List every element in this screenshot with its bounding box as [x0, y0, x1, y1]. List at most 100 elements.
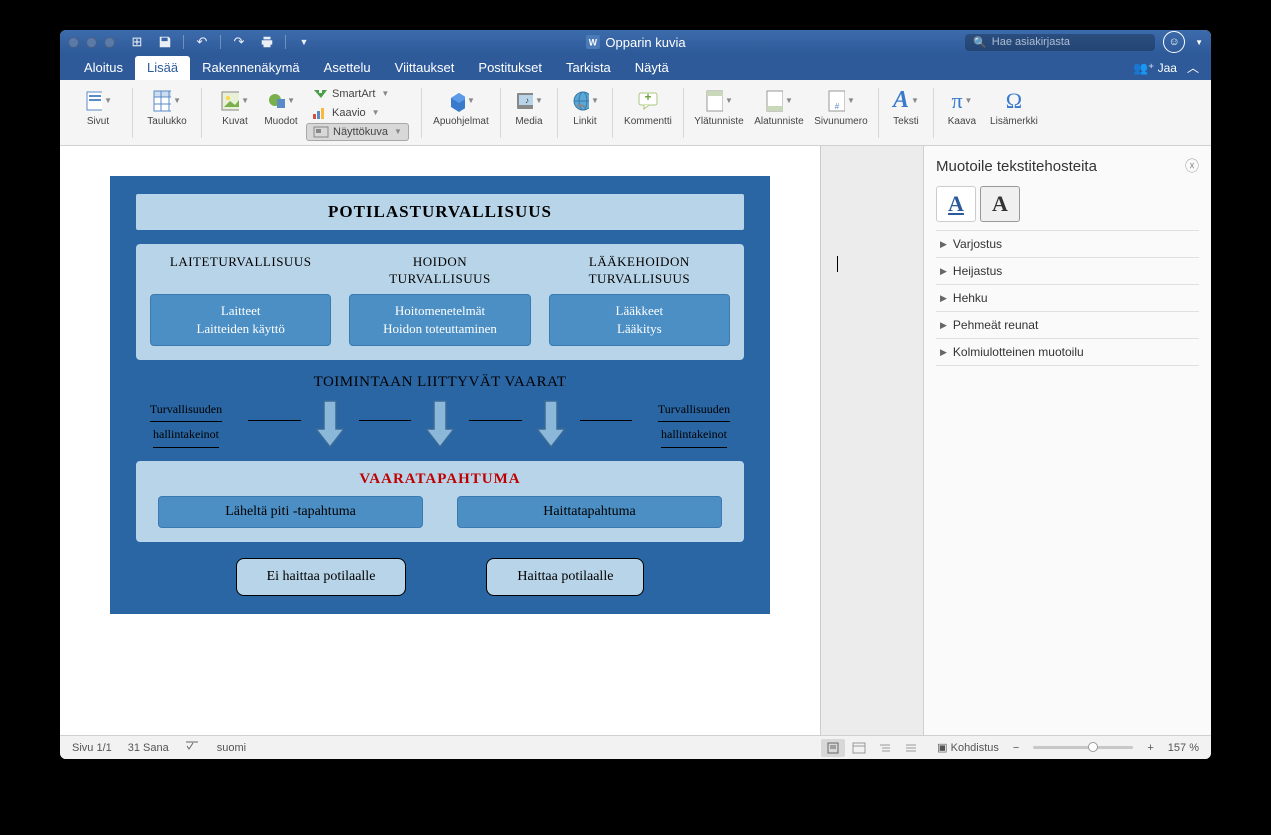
zoom-slider[interactable]: [1033, 746, 1133, 749]
footer-button[interactable]: ▼Alatunniste: [750, 85, 808, 141]
arrow-icon: [313, 397, 347, 451]
diagram-col-2: HOIDONTURVALLISUUS HoitomenetelmätHoidon…: [349, 254, 530, 346]
titlebar: ⊞ ↶ ↷ ▼ W Opparin kuvia 🔍 Hae asiakirjas…: [60, 30, 1211, 54]
text-fill-tab[interactable]: A: [936, 186, 976, 222]
links-button[interactable]: ▼Linkit: [564, 85, 606, 141]
title-text: Opparin kuvia: [605, 35, 685, 50]
svg-text:#: #: [835, 102, 840, 111]
print-layout-view-icon[interactable]: [821, 739, 845, 757]
pane-item-shadow[interactable]: ▶Varjostus: [936, 230, 1199, 257]
comment-button[interactable]: +Kommentti: [619, 85, 677, 141]
diagram-col-3: LÄÄKEHOIDONTURVALLISUUS LääkkeetLääkitys: [549, 254, 730, 346]
pictures-button[interactable]: ▼Kuvat: [214, 85, 256, 141]
collapse-ribbon-icon[interactable]: ︿: [1187, 59, 1199, 76]
screenshot-button[interactable]: Näyttökuva▼: [306, 123, 409, 141]
text-effects-tab[interactable]: AA: [980, 186, 1020, 222]
tab-nayta[interactable]: Näytä: [623, 56, 681, 80]
save-icon[interactable]: [153, 32, 177, 52]
tab-postitukset[interactable]: Postitukset: [466, 56, 554, 80]
bottom-box-2: Haittaa potilaalle: [486, 558, 644, 596]
print-icon[interactable]: [255, 32, 279, 52]
diagram-title: POTILASTURVALLISUUS: [136, 194, 744, 230]
search-icon: 🔍: [973, 36, 987, 49]
zoom-in-icon[interactable]: +: [1147, 742, 1153, 754]
search-placeholder: Hae asiakirjasta: [992, 36, 1070, 48]
side-label-right: Turvallisuudenhallintakeinot: [644, 399, 744, 450]
table-button[interactable]: ▼Taulukko: [139, 85, 195, 141]
media-button[interactable]: ♪▼Media: [507, 85, 551, 141]
arrow-icon: [423, 397, 457, 451]
focus-button[interactable]: ▣ Kohdistus: [937, 741, 999, 754]
shapes-button[interactable]: ▼Muodot: [258, 85, 304, 141]
risk-title: VAARATAPAHTUMA: [158, 471, 722, 488]
pane-item-glow[interactable]: ▶Hehku: [936, 284, 1199, 311]
bottom-box-1: Ei haittaa potilaalle: [236, 558, 407, 596]
language-indicator[interactable]: suomi: [217, 742, 246, 754]
undo-icon[interactable]: ↶: [190, 32, 214, 52]
ribbon: ▼Sivut ▼Taulukko ▼Kuvat ▼Muodot SmartArt…: [60, 80, 1211, 146]
diagram-risk-row: VAARATAPAHTUMA Läheltä piti -tapahtuma H…: [136, 461, 744, 542]
view-buttons: [821, 739, 923, 757]
diagram-bottom-row: Ei haittaa potilaalle Haittaa potilaalle: [136, 558, 744, 596]
close-icon[interactable]: ⓧ: [1185, 156, 1199, 176]
feedback-dropdown-icon[interactable]: ▼: [1195, 38, 1203, 47]
app-window: ⊞ ↶ ↷ ▼ W Opparin kuvia 🔍 Hae asiakirjas…: [60, 30, 1211, 759]
risk-box-1: Läheltä piti -tapahtuma: [158, 496, 423, 528]
format-pane: Muotoile tekstitehosteita ⓧ A AA ▶Varjos…: [923, 146, 1211, 735]
tab-rakennenakyma[interactable]: Rakennenäkymä: [190, 56, 312, 80]
ribbon-tabs: Aloitus Lisää Rakennenäkymä Asettelu Vii…: [60, 54, 1211, 80]
diagram-mid-title: TOIMINTAAN LIITTYVÄT VAARAT: [136, 374, 744, 391]
tab-aloitus[interactable]: Aloitus: [72, 56, 135, 80]
pagenumber-button[interactable]: #▼Sivunumero: [810, 85, 872, 141]
word-count[interactable]: 31 Sana: [128, 742, 169, 754]
outline-view-icon[interactable]: [873, 739, 897, 757]
page-indicator[interactable]: Sivu 1/1: [72, 742, 112, 754]
zoom-level[interactable]: 157 %: [1168, 742, 1199, 754]
word-doc-icon: W: [585, 35, 599, 49]
svg-text:W: W: [588, 38, 597, 48]
web-layout-view-icon[interactable]: [847, 739, 871, 757]
tab-tarkista[interactable]: Tarkista: [554, 56, 623, 80]
smartart-button[interactable]: SmartArt▼: [306, 85, 409, 103]
risk-box-2: Haittatapahtuma: [457, 496, 722, 528]
customize-qat-icon[interactable]: ▼: [292, 32, 316, 52]
svg-text:+: +: [644, 91, 651, 104]
tab-asettelu[interactable]: Asettelu: [312, 56, 383, 80]
side-label-left: Turvallisuudenhallintakeinot: [136, 399, 236, 450]
pages-button[interactable]: ▼Sivut: [70, 85, 126, 141]
tab-lisaa[interactable]: Lisää: [135, 56, 190, 80]
header-button[interactable]: ▼Ylätunniste: [690, 85, 748, 141]
content-area: POTILASTURVALLISUUS LAITETURVALLISUUS La…: [60, 146, 1211, 735]
quick-access-toolbar: ⊞ ↶ ↷ ▼: [125, 32, 316, 52]
chart-button[interactable]: Kaavio▼: [306, 104, 409, 122]
share-button[interactable]: 👥⁺ Jaa: [1133, 61, 1177, 75]
layout-icon[interactable]: ⊞: [125, 32, 149, 52]
window-controls[interactable]: [68, 37, 115, 48]
search-input[interactable]: 🔍 Hae asiakirjasta: [965, 34, 1155, 51]
tab-viittaukset[interactable]: Viittaukset: [383, 56, 467, 80]
addins-button[interactable]: ▼Apuohjelmat: [428, 85, 494, 141]
pane-item-3d[interactable]: ▶Kolmiulotteinen muotoilu: [936, 338, 1199, 366]
pane-item-softedges[interactable]: ▶Pehmeät reunat: [936, 311, 1199, 338]
document-title: W Opparin kuvia: [585, 35, 685, 50]
diagram-arrows: Turvallisuudenhallintakeinot Turvallisuu…: [136, 397, 744, 451]
pane-item-reflection[interactable]: ▶Heijastus: [936, 257, 1199, 284]
zoom-out-icon[interactable]: −: [1013, 742, 1019, 754]
diagram-col-1: LAITETURVALLISUUS LaitteetLaitteiden käy…: [150, 254, 331, 346]
symbol-button[interactable]: ΩLisämerkki: [986, 85, 1042, 141]
spellcheck-icon[interactable]: [185, 740, 201, 755]
draft-view-icon[interactable]: [899, 739, 923, 757]
diagram-columns: LAITETURVALLISUUS LaitteetLaitteiden käy…: [136, 244, 744, 360]
diagram: POTILASTURVALLISUUS LAITETURVALLISUUS La…: [110, 176, 770, 614]
document-area[interactable]: POTILASTURVALLISUUS LAITETURVALLISUUS La…: [60, 146, 923, 735]
textbox-button[interactable]: A▼Teksti: [885, 85, 927, 141]
arrow-icon: [534, 397, 568, 451]
page: POTILASTURVALLISUUS LAITETURVALLISUUS La…: [60, 146, 820, 735]
svg-text:♪: ♪: [525, 96, 529, 105]
redo-icon: ↷: [227, 32, 251, 52]
text-cursor: [837, 256, 838, 272]
statusbar: Sivu 1/1 31 Sana suomi ▣ Kohdistus − + 1…: [60, 735, 1211, 759]
pane-title: Muotoile tekstitehosteita: [936, 158, 1097, 175]
feedback-icon[interactable]: ☺: [1163, 31, 1185, 53]
equation-button[interactable]: π▼Kaava: [940, 85, 984, 141]
